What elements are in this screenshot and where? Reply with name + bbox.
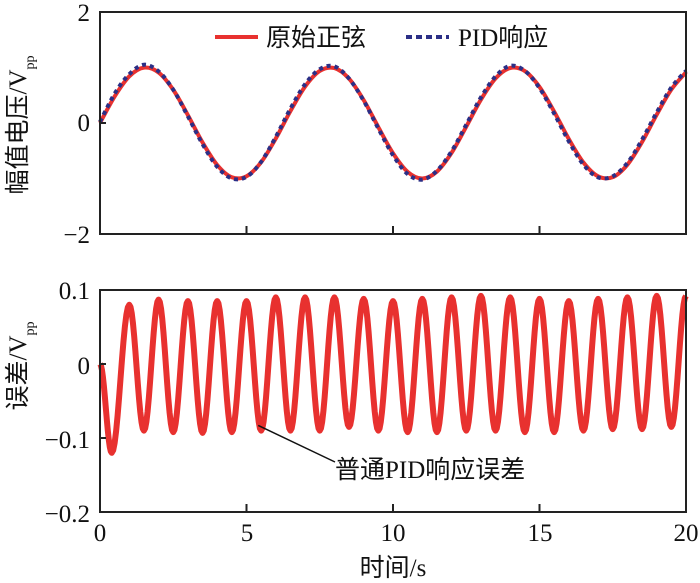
bottom-ytick-label: −0.2	[45, 501, 90, 528]
top-ytick-label: 2	[78, 0, 91, 27]
bottom-xtick-label: 20	[674, 520, 699, 547]
bottom-plot: 0.1 0 −0.1 −0.2 0 5 10 15 20 时间/s 误差/Vpp…	[4, 278, 699, 582]
xlabel: 时间/s	[360, 554, 427, 582]
bottom-ytick-label: 0.1	[59, 278, 90, 305]
top-ylabel-text: 幅值电压/V	[4, 69, 32, 194]
legend-label-pid: PID响应	[458, 24, 548, 52]
bottom-ylabel-sub: pp	[23, 321, 38, 335]
bottom-ylabel: 误差/Vpp	[4, 321, 38, 410]
bottom-ticks	[100, 289, 541, 513]
top-axes-frame	[99, 11, 687, 235]
bottom-series-group	[97, 292, 689, 456]
top-ylabel-sub: pp	[23, 55, 38, 69]
top-plot: 2 0 −2 幅值电压/Vpp 原始正弦 PID响应	[4, 0, 688, 249]
annotation-text: 普通PID响应误差	[335, 456, 525, 484]
top-ticks	[100, 11, 541, 235]
legend: 原始正弦 PID响应	[215, 24, 548, 52]
bottom-ytick-label: 0	[78, 353, 91, 380]
svg-text:误差/Vpp: 误差/Vpp	[4, 321, 38, 410]
top-ylabel: 幅值电压/Vpp	[4, 55, 38, 194]
bottom-xtick-label: 15	[528, 520, 553, 547]
series-pid-error	[97, 292, 689, 456]
series-pid-response	[98, 62, 688, 182]
bottom-xtick-label: 0	[94, 520, 107, 547]
bottom-ytick-label: −0.1	[45, 427, 90, 454]
top-ytick-label: 0	[78, 110, 91, 137]
bottom-xtick-label: 10	[381, 520, 406, 547]
annotation-leader-line	[257, 424, 336, 463]
svg-text:幅值电压/Vpp: 幅值电压/Vpp	[4, 55, 38, 194]
legend-label-original: 原始正弦	[266, 24, 366, 52]
top-ytick-label: −2	[63, 222, 90, 249]
top-series-group	[98, 62, 688, 182]
bottom-xtick-label: 5	[241, 520, 254, 547]
series-original-sine	[98, 65, 688, 181]
bottom-ylabel-text: 误差/V	[4, 335, 32, 410]
